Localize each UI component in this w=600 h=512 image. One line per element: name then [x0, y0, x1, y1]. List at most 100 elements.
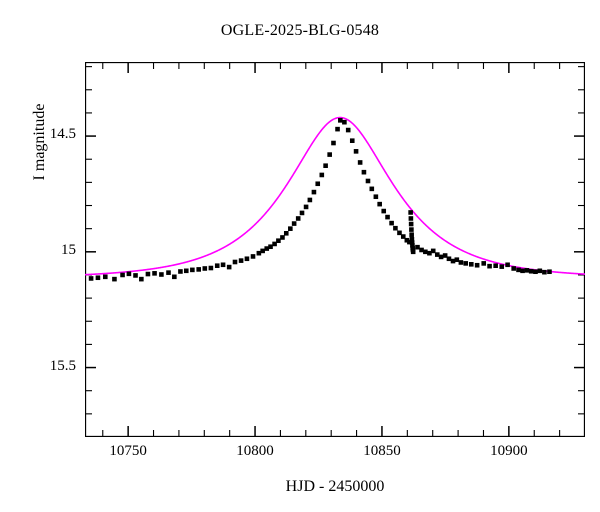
data-point	[409, 232, 414, 237]
data-point	[419, 247, 424, 253]
data-point	[393, 225, 398, 231]
data-point	[400, 234, 406, 239]
chart-title: OGLE-2025-BLG-0548	[220, 22, 380, 39]
data-point	[381, 208, 387, 214]
data-point	[152, 271, 157, 276]
data-point	[423, 249, 428, 255]
data-point	[468, 262, 474, 267]
data-point	[172, 274, 177, 280]
data-point	[408, 221, 414, 227]
data-point	[220, 262, 226, 268]
data-point	[264, 246, 270, 251]
data-point	[244, 256, 250, 262]
data-point	[409, 240, 415, 245]
data-point	[408, 216, 414, 221]
x-tick-label: 10750	[109, 443, 147, 459]
data-point	[276, 238, 281, 243]
data-point	[520, 268, 525, 274]
data-point	[95, 275, 101, 281]
data-point	[409, 237, 415, 242]
data-point	[303, 204, 309, 210]
data-point	[232, 259, 238, 265]
y-tick-label: 15.5	[49, 357, 76, 374]
x-tick-label: 10900	[490, 443, 528, 459]
data-point	[338, 118, 343, 123]
data-point	[516, 267, 521, 273]
axes-frame	[85, 62, 585, 437]
data-point	[295, 216, 301, 221]
data-point	[404, 237, 410, 243]
data-point	[547, 269, 552, 275]
data-point	[458, 260, 464, 265]
data-point	[537, 268, 543, 274]
data-point	[408, 210, 413, 215]
data-point	[446, 256, 452, 262]
data-point	[410, 243, 415, 248]
data-point	[493, 263, 498, 268]
data-point	[481, 261, 487, 266]
data-point	[365, 178, 371, 184]
data-point	[196, 267, 202, 272]
data-point	[331, 140, 336, 146]
data-point	[145, 271, 151, 277]
data-point	[88, 276, 94, 281]
data-point	[272, 241, 277, 247]
axis-ticks	[85, 62, 585, 437]
y-tick-label: 15	[61, 241, 76, 258]
data-point	[202, 266, 208, 271]
data-point	[427, 250, 432, 256]
data-point	[190, 267, 195, 273]
data-point	[139, 276, 144, 282]
data-point	[260, 248, 265, 254]
data-point	[208, 265, 214, 271]
data-point	[533, 269, 538, 275]
data-point	[342, 119, 347, 125]
data-point	[112, 276, 117, 282]
data-point	[377, 201, 382, 207]
x-tick-label: 10800	[236, 443, 274, 459]
data-point	[442, 253, 448, 258]
data-point	[430, 248, 436, 254]
data-point	[409, 227, 414, 232]
data-point	[389, 220, 394, 226]
data-point	[103, 274, 108, 280]
data-point	[528, 268, 534, 274]
data-point	[291, 221, 297, 226]
data-point	[345, 127, 351, 133]
data-point	[250, 254, 256, 259]
data-point	[463, 261, 469, 266]
data-point	[511, 266, 516, 271]
data-point	[283, 231, 289, 236]
x-tick-label: 10850	[363, 443, 401, 459]
data-point	[315, 181, 321, 187]
data-point	[415, 244, 420, 250]
data-point	[214, 263, 220, 268]
data-point	[434, 252, 440, 257]
data-point	[407, 239, 412, 245]
data-point	[126, 271, 132, 277]
data-point	[369, 186, 375, 192]
data-point	[166, 270, 171, 275]
data-point	[178, 269, 183, 274]
data-point	[238, 258, 244, 263]
data-point	[133, 273, 138, 278]
data-point	[319, 172, 325, 178]
data-point	[524, 268, 530, 273]
data-point	[335, 126, 340, 132]
y-tick-label: 14.5	[49, 126, 76, 143]
data-point	[323, 163, 328, 168]
plot-area	[85, 62, 585, 437]
data-point	[410, 249, 416, 255]
data-point	[288, 226, 293, 231]
data-point	[397, 230, 402, 236]
data-point	[268, 244, 273, 250]
data-point	[499, 264, 505, 269]
data-point	[226, 264, 232, 270]
data-point	[280, 235, 285, 240]
data-point	[327, 152, 332, 157]
x-axis-label: HJD - 2450000	[285, 478, 385, 495]
data-point	[256, 250, 262, 256]
data-point	[454, 257, 460, 262]
data-point	[349, 138, 355, 143]
